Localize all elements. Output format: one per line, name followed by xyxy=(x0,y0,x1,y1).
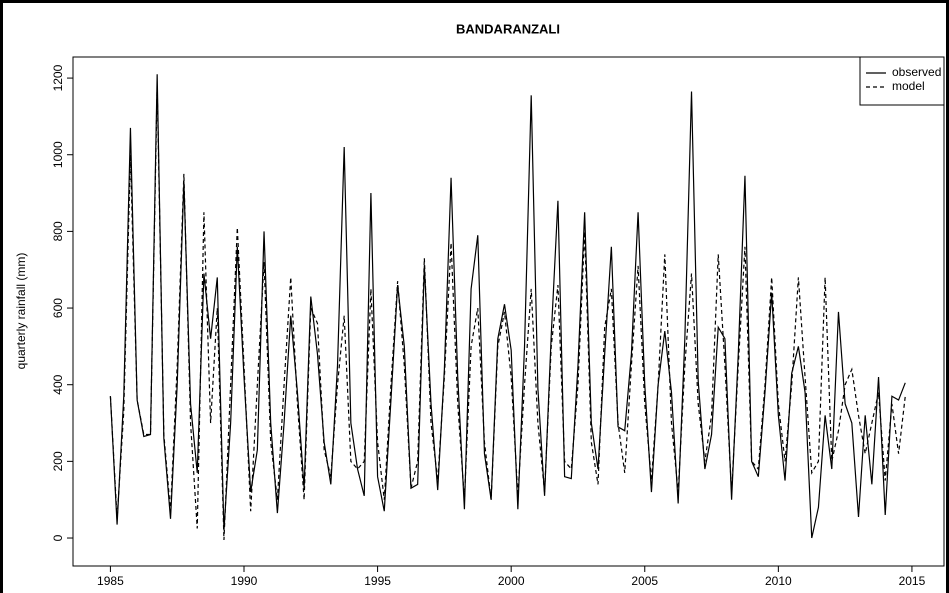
x-tick-label: 2000 xyxy=(498,574,525,588)
y-tick-label: 200 xyxy=(51,451,65,471)
x-tick-label: 2015 xyxy=(899,574,926,588)
series-line xyxy=(109,74,906,539)
x-tick-label: 2010 xyxy=(765,574,792,588)
x-tick-label: 2005 xyxy=(631,574,658,588)
legend-box xyxy=(859,56,945,106)
legend-label: model xyxy=(892,79,925,93)
chart-title: BANDARANZALI xyxy=(456,21,560,36)
y-axis-label: quarterly rainfall (mm) xyxy=(14,253,28,370)
series-line xyxy=(109,85,906,540)
plot-box xyxy=(72,56,945,567)
y-tick-label: 1000 xyxy=(51,141,65,168)
x-tick-label: 1985 xyxy=(97,574,124,588)
y-tick-label: 600 xyxy=(51,298,65,318)
x-tick-label: 1995 xyxy=(364,574,391,588)
y-tick-label: 0 xyxy=(51,534,65,541)
y-tick-label: 800 xyxy=(51,221,65,241)
legend-label: observed xyxy=(892,65,941,79)
y-tick-label: 400 xyxy=(51,374,65,394)
y-tick-label: 1200 xyxy=(51,64,65,91)
x-tick-label: 1990 xyxy=(231,574,258,588)
